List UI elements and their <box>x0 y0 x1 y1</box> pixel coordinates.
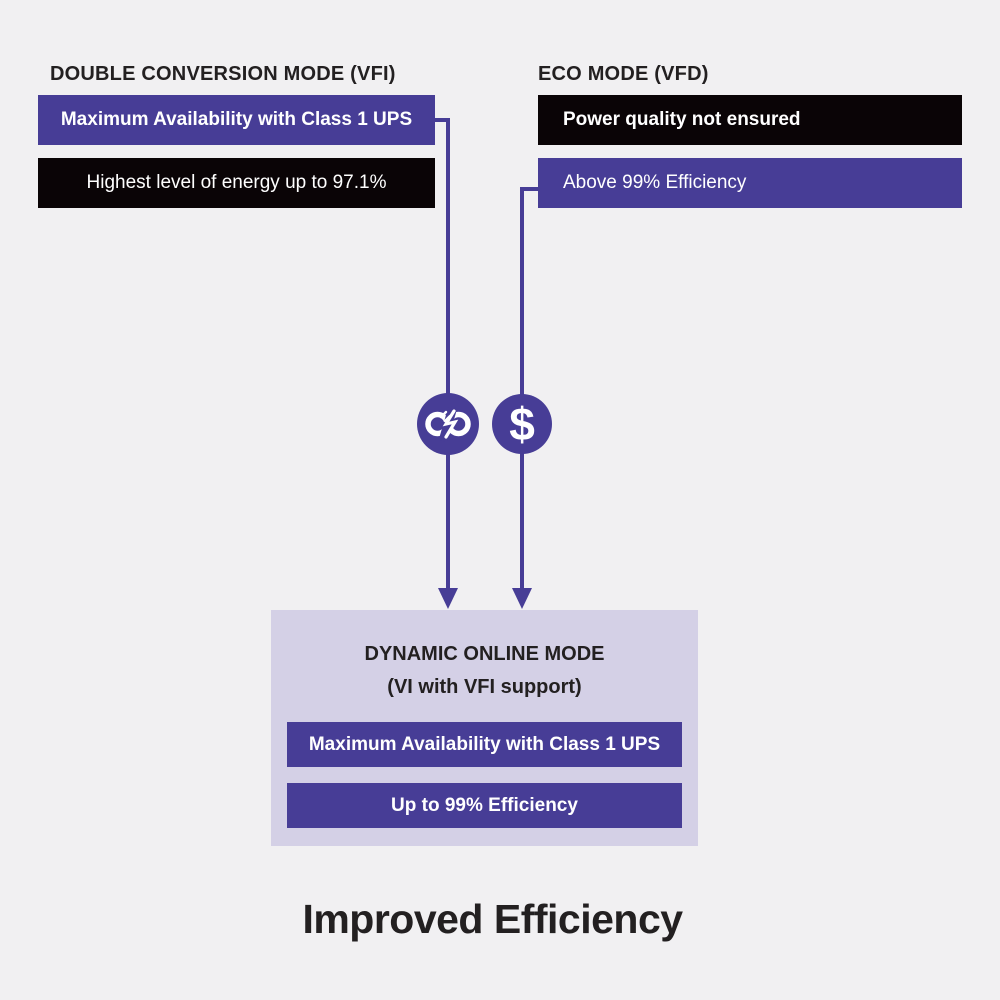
dynamic-online-mode-box: DYNAMIC ONLINE MODE (VI with VFI support… <box>271 610 698 846</box>
dynamic-online-mode-title-line1: DYNAMIC ONLINE MODE <box>364 643 605 665</box>
dynamic-efficiency-bar: Up to 99% Efficiency <box>287 783 682 828</box>
left-arrow-down-icon <box>438 588 458 609</box>
dynamic-availability-bar: Maximum Availability with Class 1 UPS <box>287 722 682 767</box>
infinity-plug-icon <box>417 393 479 455</box>
dollar-icon: $ <box>492 394 552 454</box>
double-conversion-heading: DOUBLE CONVERSION MODE (VFI) <box>50 63 396 85</box>
vfi-energy-bar: Highest level of energy up to 97.1% <box>38 158 435 208</box>
dynamic-online-mode-title-line2: (VI with VFI support) <box>387 676 582 698</box>
left-connector-line <box>435 118 450 589</box>
vfi-availability-bar: Maximum Availability with Class 1 UPS <box>38 95 435 145</box>
eco-mode-heading: ECO MODE (VFD) <box>538 63 709 85</box>
dollar-symbol: $ <box>509 398 535 450</box>
right-connector-line <box>520 187 538 589</box>
dynamic-online-mode-title: DYNAMIC ONLINE MODE (VI with VFI support… <box>271 638 698 704</box>
improved-efficiency-title: Improved Efficiency <box>302 896 683 942</box>
vfd-efficiency-bar: Above 99% Efficiency <box>538 158 962 208</box>
vfd-power-quality-bar: Power quality not ensured <box>538 95 962 145</box>
right-arrow-down-icon <box>512 588 532 609</box>
